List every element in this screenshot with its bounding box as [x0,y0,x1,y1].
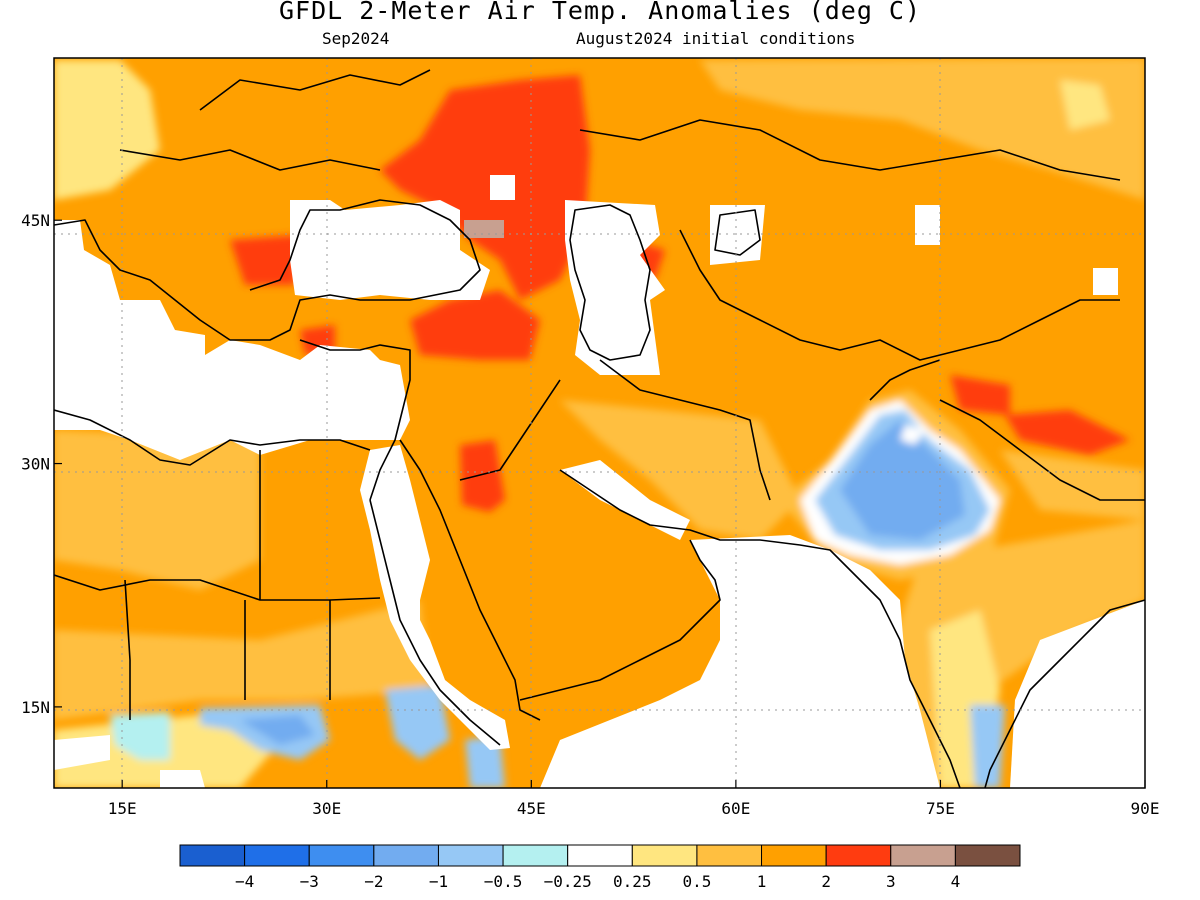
colorbar-label: 0.5 [682,872,711,891]
x-tick-label: 90E [1131,799,1160,818]
colorbar-swatch [761,844,827,867]
x-tick-label: 60E [721,799,750,818]
y-tick-label: 45N [21,211,50,230]
x-tick-label: 15E [108,799,137,818]
colorbar-swatch [954,844,1021,867]
colorbar-label: −4 [235,872,254,891]
map-frame [53,57,1146,789]
x-tick-label: 45E [517,799,546,818]
latitude-axis: 45N 30N 15N [21,211,62,717]
colorbar-swatch [631,844,698,867]
initial-conditions: August2024 initial conditions [576,29,856,48]
colorbar-label: −2 [364,872,383,891]
colorbar-label: 0.25 [613,872,652,891]
y-tick-label: 15N [21,698,50,717]
colorbar-label: −1 [429,872,448,891]
colorbar-label: 3 [886,872,896,891]
colorbar-swatch [437,844,504,867]
colorbar: −4 −3 −2 −1 −0.5 −0.25 0.25 0.5 1 2 3 4 [179,844,1021,891]
colorbar-swatch [308,844,375,867]
x-tick-label: 75E [926,799,955,818]
colorbar-label: −3 [300,872,319,891]
colorbar-label: 4 [951,872,961,891]
y-tick-label: 30N [21,455,50,474]
colorbar-swatch [825,844,892,867]
colorbar-label: −0.5 [484,872,523,891]
colorbar-swatch [502,844,569,867]
anomaly-field [54,58,1145,788]
colorbar-label: −0.25 [544,872,592,891]
colorbar-swatch [567,844,633,867]
colorbar-label: 1 [757,872,767,891]
colorbar-swatch [373,844,439,867]
map-title: GFDL 2-Meter Air Temp. Anomalies (deg C) [278,0,922,25]
x-tick-label: 30E [312,799,341,818]
forecast-period: Sep2024 [322,29,390,48]
colorbar-swatch [244,844,310,867]
colorbar-label: 2 [821,872,831,891]
colorbar-swatch [696,844,763,867]
colorbar-swatch [890,844,956,867]
colorbar-swatch [179,844,246,867]
longitude-axis: 15E 30E 45E 60E 75E 90E [108,780,1160,818]
